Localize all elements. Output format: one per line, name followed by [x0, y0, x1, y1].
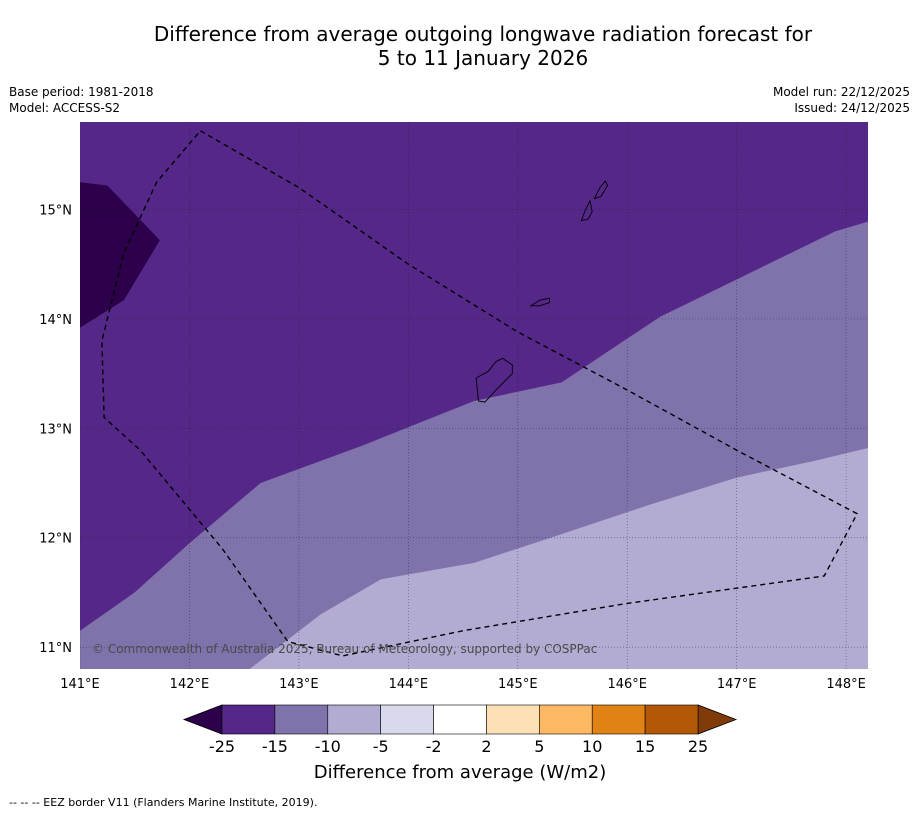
x-tick-label: 141°E — [60, 677, 100, 692]
colorbar-over-extension — [697, 704, 738, 735]
colorbar-tick-label: -5 — [373, 737, 389, 756]
region-2 — [80, 448, 868, 669]
x-tick-label: 148°E — [826, 677, 866, 692]
colorbar-tick-label: -10 — [315, 737, 341, 756]
y-tick-label: 12°N — [39, 532, 72, 547]
colorbar-tick-label: 15 — [635, 737, 655, 756]
x-tick-label: 144°E — [389, 677, 429, 692]
axes: 141°E 142°E 143°E 144°E 145°E 146°E 147°E 148°E… — [39, 204, 866, 692]
island-guam — [475, 357, 513, 403]
y-tick-label: 13°N — [39, 422, 72, 437]
y-tick-label: 11°N — [39, 641, 72, 656]
colorbar-segment — [591, 704, 646, 735]
x-tick-label: 145°E — [498, 677, 538, 692]
colorbar-tick-label: -15 — [262, 737, 288, 756]
x-tick-label: 147°E — [717, 677, 757, 692]
anomaly-regions — [80, 182, 868, 669]
colorbar: -25 -15 -10 -5 -2 2 5 10 15 25 — [182, 704, 738, 756]
issued-text: Issued: 24/12/2025 — [794, 101, 910, 115]
title-line-1: Difference from average outgoing longwav… — [153, 22, 813, 46]
title-line-2: 5 to 11 January 2026 — [377, 46, 589, 70]
y-tick-label: 14°N — [39, 313, 72, 328]
map-chart: © Commonwealth of Australia 2025, Bureau… — [39, 122, 868, 783]
colorbar-under-extension — [182, 704, 223, 735]
colorbar-segment — [327, 704, 381, 735]
colorbar-segment — [486, 704, 540, 735]
island-saipan — [593, 180, 609, 200]
colorbar-segment — [539, 704, 593, 735]
run-info: Model run: 22/12/2025 Issued: 24/12/2025 — [773, 84, 910, 116]
gridlines — [80, 122, 868, 669]
colorbar-segment — [433, 704, 487, 735]
model-run-text: Model run: 22/12/2025 — [772, 85, 910, 99]
colorbar-segment — [644, 704, 699, 735]
x-tick-label: 142°E — [170, 677, 210, 692]
copyright-text: © Commonwealth of Australia 2025, Bureau… — [92, 642, 597, 656]
x-tick-label: 146°E — [607, 677, 647, 692]
colorbar-segment — [221, 704, 276, 735]
colorbar-tick-label: 5 — [534, 737, 544, 756]
island-rota — [529, 297, 550, 307]
x-tick-label: 143°E — [279, 677, 319, 692]
colorbar-segment — [380, 704, 434, 735]
island-tinian — [580, 199, 593, 222]
region-3 — [80, 182, 160, 328]
colorbar-tick-label: 10 — [582, 737, 602, 756]
islands — [475, 180, 609, 403]
colorbar-tick-label: 25 — [688, 737, 708, 756]
colorbar-label: Difference from average (W/m2) — [314, 762, 606, 783]
colorbar-tick-label: -2 — [426, 737, 442, 756]
map-plot-area: © Commonwealth of Australia 2025, Bureau… — [80, 122, 868, 669]
y-tick-label: 15°N — [39, 204, 72, 219]
model-info: Base period: 1981-2018 Model: ACCESS-S2 — [9, 84, 154, 116]
colorbar-tick-label: 2 — [481, 737, 491, 756]
colorbar-tick-label: -25 — [209, 737, 235, 756]
base-period-text: Base period: 1981-2018 — [9, 85, 154, 99]
colorbar-segment — [274, 704, 329, 735]
chart-title: Difference from average outgoing longwav… — [0, 22, 919, 70]
model-name-text: Model: ACCESS-S2 — [9, 101, 121, 115]
footer-legend: -- -- -- EEZ border V11 (Flanders Marine… — [9, 796, 318, 809]
